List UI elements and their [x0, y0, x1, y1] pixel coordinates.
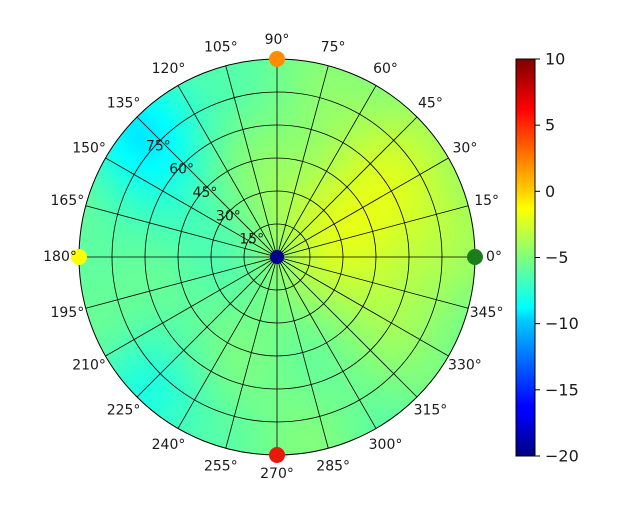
- angle-tick-label: 255°: [204, 459, 238, 475]
- angle-tick-label: 180°: [43, 249, 77, 265]
- colorbar-tick-label: −15: [545, 380, 579, 399]
- angular-gridline: [136, 116, 278, 258]
- polar-plot-area: 0° 15° 30° 45° 60° 75° 90° 105° 120° 135° 150° 165°…: [43, 32, 503, 482]
- marker-point: [270, 250, 284, 264]
- angle-tick-label: 105°: [204, 39, 238, 55]
- angle-tick-label: 60°: [373, 61, 398, 77]
- angular-gridline: [85, 256, 278, 309]
- angle-tick-label: 45°: [418, 96, 443, 112]
- marker-point: [269, 447, 285, 463]
- angular-gridline: [276, 157, 449, 258]
- angular-gridline: [276, 256, 377, 429]
- angle-tick-label: 195°: [51, 305, 85, 321]
- angle-tick-label: 15°: [474, 193, 499, 209]
- marker-point: [71, 249, 87, 265]
- angular-gridline: [105, 256, 278, 357]
- colorbar-tick-label: −10: [545, 314, 579, 333]
- colorbar-ticks: 10 5 0 −5 −10 −15 −20: [535, 50, 579, 466]
- angular-gridline: [136, 256, 278, 398]
- marker-point: [269, 51, 285, 67]
- angle-tick-label: 75°: [321, 39, 346, 55]
- angular-gridline: [85, 205, 278, 258]
- angle-tick-label: 270°: [260, 466, 294, 482]
- angle-tick-label: 0°: [486, 249, 502, 265]
- radial-tick-labels: 15° 30° 45° 60° 75°: [146, 138, 264, 247]
- colorbar-tick-label: −5: [545, 248, 569, 267]
- marker-point: [467, 249, 483, 265]
- colorbar: 10 5 0 −5 −10 −15 −20: [515, 50, 579, 466]
- radial-tick-label: 75°: [146, 138, 171, 154]
- colorbar-tick-label: −20: [545, 447, 579, 466]
- polar-grid: [78, 58, 476, 456]
- angular-gridline: [276, 65, 329, 258]
- angle-tick-label: 345°: [470, 305, 504, 321]
- angle-tick-label: 330°: [448, 358, 482, 374]
- angular-gridline: [276, 256, 469, 309]
- radial-tick-label: 60°: [169, 162, 194, 178]
- angular-gridline: [276, 85, 377, 258]
- angle-tick-label: 285°: [316, 459, 350, 475]
- colorbar-scale: [515, 58, 536, 457]
- angle-tick-label: 135°: [107, 96, 141, 112]
- colorbar-tick-label: 5: [545, 116, 555, 135]
- angular-gridline: [276, 116, 418, 258]
- colorbar-tick-label: 0: [545, 182, 555, 201]
- angular-gridline: [276, 205, 469, 258]
- radial-tick-label: 15°: [239, 232, 264, 248]
- angle-tick-labels: 0° 15° 30° 45° 60° 75° 90° 105° 120° 135° 150° 165°…: [43, 32, 503, 482]
- angle-tick-label: 240°: [152, 437, 186, 453]
- angle-tick-label: 120°: [152, 61, 186, 77]
- angular-gridline: [225, 256, 278, 449]
- angle-tick-label: 210°: [72, 358, 106, 374]
- angle-tick-label: 225°: [107, 402, 141, 418]
- angular-gridline: [276, 256, 449, 357]
- angle-tick-label: 315°: [414, 402, 448, 418]
- angular-gridline: [177, 256, 278, 429]
- angle-tick-label: 300°: [369, 437, 403, 453]
- radial-tick-label: 45°: [193, 185, 218, 201]
- edge-markers: [71, 51, 483, 463]
- radial-tick-label: 30°: [216, 208, 241, 224]
- angular-gridline: [276, 256, 418, 398]
- angle-tick-label: 30°: [453, 141, 478, 157]
- colorbar-tick-label: 10: [545, 50, 565, 69]
- angular-gridline: [177, 85, 278, 258]
- angular-gridline: [276, 256, 329, 449]
- angle-tick-label: 90°: [265, 32, 290, 48]
- angular-gridline: [105, 157, 278, 258]
- angle-tick-label: 150°: [72, 141, 106, 157]
- angle-tick-label: 165°: [51, 193, 85, 209]
- angular-gridline: [225, 65, 278, 258]
